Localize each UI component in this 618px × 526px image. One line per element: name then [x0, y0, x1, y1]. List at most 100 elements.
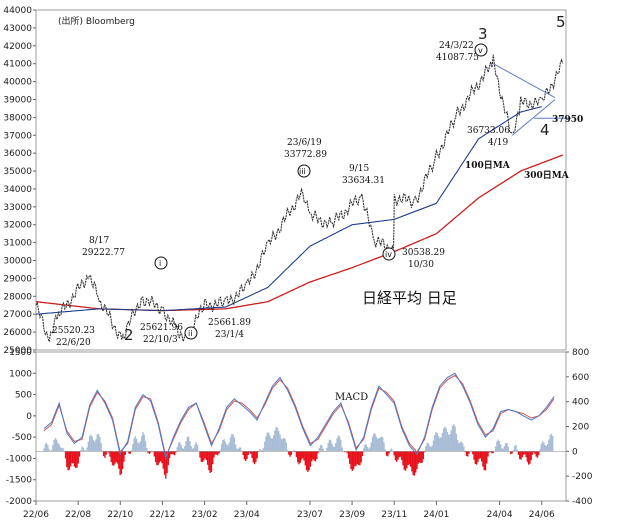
macd-histogram-bar	[176, 447, 178, 452]
annotation-22-6-20: 22/6/20	[56, 338, 91, 348]
macd-histogram-bar	[191, 448, 194, 452]
macd-histogram-bar	[397, 451, 399, 460]
macd-histogram-bar	[237, 449, 239, 452]
macd-histogram-bar	[234, 444, 237, 452]
macd-histogram-bar	[243, 451, 246, 460]
macd-histogram-bar	[209, 451, 211, 473]
macd-histogram-bar	[67, 451, 69, 471]
macd-histogram-bar	[250, 451, 252, 454]
trend-line-upper	[493, 63, 556, 99]
price-y-tick-label: 31000	[3, 239, 32, 249]
macd-histogram-bar	[519, 451, 521, 460]
macd-histogram-bar	[310, 451, 313, 462]
macd-histogram-bar	[205, 451, 208, 460]
macd-histogram-bar	[91, 436, 93, 452]
macd-histogram-bar	[487, 451, 489, 457]
macd-panel-series	[36, 372, 566, 479]
macd-histogram-bar	[374, 433, 376, 452]
macd-histogram-bar	[199, 451, 201, 458]
macd-histogram-bar	[278, 430, 280, 452]
macd-histogram-bar	[403, 451, 405, 470]
macd-histogram-bar	[440, 437, 442, 452]
macd-histogram-bar	[475, 451, 478, 465]
macd-histogram-bar	[187, 436, 190, 452]
macd-histogram-bar	[96, 434, 98, 452]
macd-histogram-bar	[302, 451, 304, 459]
macd-left-tick-label: -500	[12, 433, 33, 443]
macd-histogram-bar	[533, 451, 535, 453]
macd-histogram-bar	[80, 450, 82, 452]
macd-left-tick-label: -1000	[6, 454, 32, 464]
macd-histogram-bar	[332, 446, 334, 452]
macd-histogram-bar	[387, 451, 389, 457]
macd-right-tick-label: 800	[572, 348, 589, 358]
macd-histogram-bar	[190, 446, 192, 452]
macd-left-tick-label: 0	[26, 412, 32, 422]
macd-histogram-bar	[545, 445, 548, 452]
annotation-25661: 25661.89	[208, 318, 251, 328]
macd-histogram-bar	[308, 451, 310, 471]
price-y-tick-label: 30000	[3, 257, 32, 267]
price-y-tick-label: 25000	[3, 346, 32, 356]
macd-histogram-bar	[165, 451, 167, 479]
macd-histogram-bar	[118, 451, 120, 469]
macd-histogram-bar	[505, 443, 507, 452]
macd-histogram-bar	[295, 451, 298, 458]
macd-histogram-bar	[510, 451, 512, 455]
macd-histogram-bar	[544, 445, 546, 452]
price-y-tick-label: 35000	[3, 167, 32, 177]
macd-histogram-bar	[407, 451, 409, 466]
macd-histogram-bar	[303, 451, 305, 461]
macd-histogram-bar	[171, 451, 173, 455]
macd-histogram-bar	[464, 451, 466, 453]
x-tick-label: 24/04	[487, 510, 513, 520]
roman-label-ii: ii	[184, 326, 198, 340]
macd-histogram-bar	[274, 430, 276, 452]
macd-histogram-bar	[180, 444, 182, 452]
macd-histogram-bar	[317, 451, 319, 454]
macd-histogram-bar	[522, 451, 525, 455]
macd-histogram-bar	[286, 449, 289, 452]
price-panel-axis: 25000 26000 27000 28000 29000 30000 31000 32000…	[3, 6, 36, 356]
macd-histogram-bar	[281, 439, 284, 452]
macd-histogram-bar	[511, 451, 513, 454]
annotation-10-30: 10/30	[408, 260, 434, 270]
macd-histogram-bar	[236, 448, 238, 452]
macd-histogram-bar	[420, 451, 422, 464]
price-y-tick-label: 44000	[3, 6, 32, 16]
macd-histogram-bar	[135, 438, 138, 452]
macd-histogram-bar	[142, 432, 144, 452]
macd-histogram-bar	[99, 436, 101, 452]
macd-histogram-bar	[217, 451, 219, 456]
price-plot-area	[35, 9, 567, 351]
roman-label-v: v	[474, 43, 488, 57]
macd-histogram-bar	[313, 451, 315, 461]
macd-histogram-bar	[363, 448, 365, 452]
macd-histogram-bar	[526, 451, 529, 462]
annotation-24-3-22: 24/3/22	[439, 41, 474, 51]
macd-histogram-bar	[101, 450, 104, 452]
annotation-9-15: 9/15	[349, 164, 369, 174]
macd-histogram-bar	[373, 433, 375, 452]
macd-histogram-bar	[185, 441, 187, 452]
macd-histogram-bar	[110, 451, 112, 462]
macd-histogram-bar	[418, 451, 421, 463]
macd-histogram-bar	[256, 451, 258, 459]
wave-label-5: 5	[556, 13, 566, 31]
macd-histogram-bar	[293, 449, 295, 452]
macd-panel-axis: -2000-1500-1000-500050010001500-400-2000…	[6, 348, 593, 507]
macd-histogram-bar	[238, 447, 241, 452]
macd-histogram-bar	[473, 451, 475, 460]
macd-histogram-bar	[469, 450, 471, 452]
macd-histogram-bar	[68, 451, 71, 470]
macd-histogram-bar	[271, 438, 274, 452]
macd-histogram-bar	[115, 451, 118, 462]
macd-histogram-bar	[54, 437, 57, 452]
annotation-23-6-19: 23/6/19	[287, 138, 322, 148]
macd-histogram-bar	[248, 451, 251, 453]
macd-histogram-bar	[71, 451, 73, 464]
macd-histogram-bar	[129, 451, 131, 454]
macd-histogram-bar	[153, 451, 156, 457]
macd-histogram-bar	[186, 437, 189, 452]
macd-right-tick-label: 200	[572, 423, 589, 433]
